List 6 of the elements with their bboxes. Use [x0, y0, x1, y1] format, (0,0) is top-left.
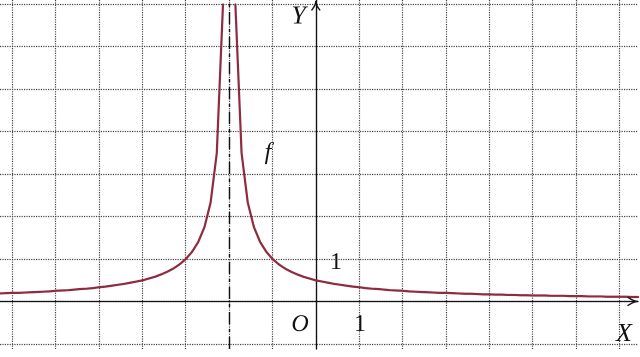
text: O — [291, 311, 309, 337]
x-axis-title: X — [615, 318, 633, 347]
text: 1 — [354, 311, 366, 337]
annotation: 1 — [330, 249, 342, 275]
y-axis-title: Y — [291, 0, 308, 30]
annotation: f — [264, 139, 275, 165]
